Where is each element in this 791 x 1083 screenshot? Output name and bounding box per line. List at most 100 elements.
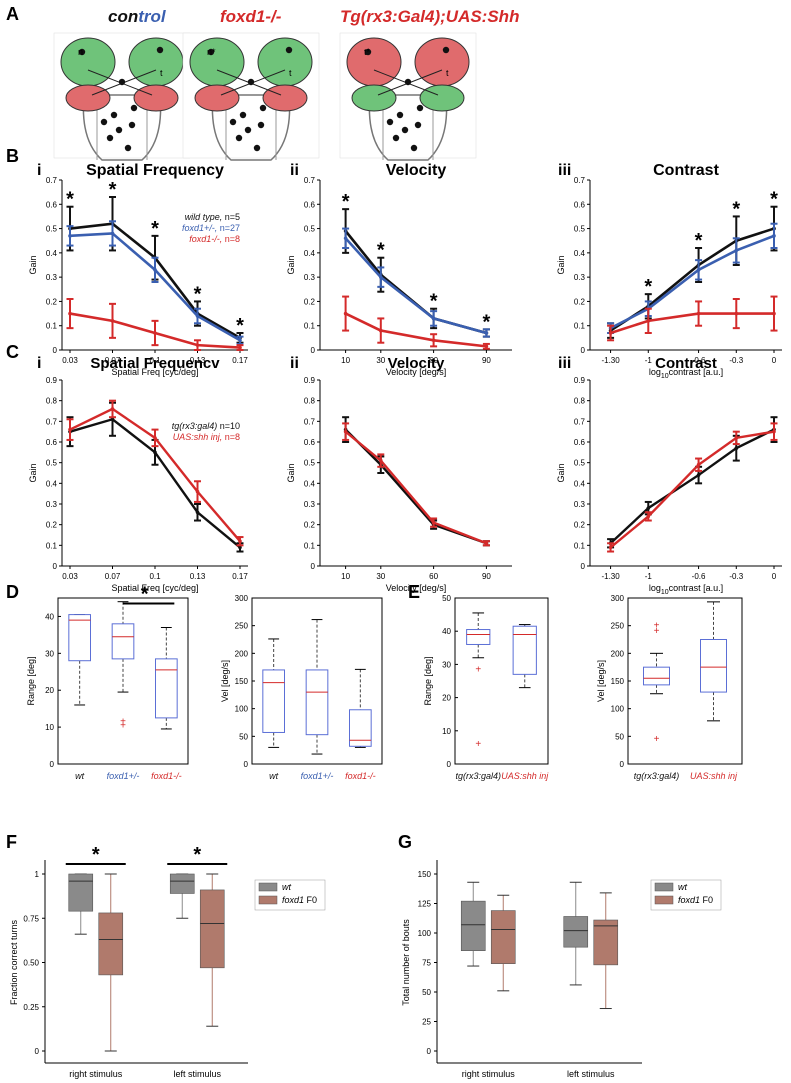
y-tick-label: 0.5	[574, 225, 586, 234]
legend-swatch	[654, 895, 674, 905]
subpanel-roman: ii	[290, 162, 299, 179]
y-tick-label: 0	[581, 346, 586, 355]
y-tick-label: 50	[422, 988, 431, 997]
y-tick-label: 0.1	[46, 322, 58, 331]
legend-entry: foxd1+/-, n=27	[182, 223, 240, 233]
box	[169, 873, 195, 894]
data-point	[110, 231, 115, 236]
outlier: +	[120, 720, 126, 731]
chart-B_iii: iii Contrast 0 0.1 0.2 0.3 0.4 0.5 0.6 0.7 -1.30 -1…	[556, 162, 782, 380]
legend-entry: wild type, n=5	[185, 212, 240, 222]
x-tick-label: 30	[376, 572, 385, 581]
x-tick-label: 0.1	[149, 356, 161, 365]
pigment-spot	[106, 134, 114, 142]
y-tick-label: 150	[611, 677, 625, 686]
y-tick-label: 75	[422, 959, 431, 968]
data-point	[431, 338, 436, 343]
significance-star: *	[109, 179, 117, 201]
pigment-spot	[253, 144, 261, 152]
outlier: +	[120, 717, 126, 728]
x-category-label: wt	[75, 771, 84, 781]
subpanel-roman: iii	[558, 162, 571, 179]
x-tick-label: 0.07	[105, 572, 121, 581]
x-tick-label: 60	[429, 572, 438, 581]
panel-letter-G: G	[398, 832, 412, 852]
y-tick-label: 20	[45, 686, 54, 695]
head-outline	[211, 94, 291, 161]
pigment-spot	[124, 144, 132, 152]
x-tick-label: -1.30	[601, 356, 620, 365]
data-point	[153, 436, 157, 440]
pigment-spot	[386, 118, 394, 126]
pigment-spot	[110, 111, 118, 119]
y-tick-label: 0.3	[574, 500, 586, 509]
significance-star: *	[377, 240, 385, 262]
y-tick-label: 150	[235, 677, 249, 686]
pigment-spot	[130, 104, 138, 112]
y-tick-label: 0.3	[46, 500, 58, 509]
y-tick-label: 0.5	[46, 459, 58, 468]
data-point	[379, 328, 383, 333]
right-eye	[414, 37, 470, 87]
x-tick-label: 10	[341, 356, 350, 365]
left-eye	[346, 37, 402, 87]
box	[68, 614, 92, 662]
x-category-label: right stimulus	[462, 1069, 516, 1079]
series-line	[344, 430, 487, 545]
data-point	[238, 338, 242, 343]
data-point	[646, 506, 651, 510]
chart-title: Spatial Frequency	[86, 162, 224, 179]
series-line	[344, 428, 487, 545]
significance-star: *	[141, 584, 149, 606]
data-point	[153, 331, 157, 335]
data-point	[343, 429, 348, 434]
pigment-spot	[401, 126, 409, 134]
zebrafish-head-diagram-tg: t* t	[339, 32, 477, 161]
y-tick-label: 0	[311, 562, 316, 571]
y-axis-label: Gain	[28, 463, 38, 482]
y-tick-label: 0.4	[304, 479, 316, 488]
x-category-label: foxd1+/-	[301, 771, 334, 781]
y-tick-label: 0	[620, 760, 625, 769]
y-axis-label: Total number of bouts	[401, 919, 411, 1006]
y-tick-label: 0.2	[574, 297, 586, 306]
x-tick-label: 90	[482, 572, 491, 581]
outlier: +	[654, 626, 660, 637]
series-line	[609, 430, 775, 549]
eye-label: n	[78, 47, 83, 57]
legend: wt foxd1 F0	[650, 879, 722, 911]
chart-B_ii: ii Velocity 0 0.1 0.2 0.3 0.4 0.5 0.6 0.7 10 30 60 90…	[286, 162, 512, 377]
panel-letter-F: F	[6, 832, 17, 852]
box	[68, 873, 94, 912]
panel-a-title-control: control	[108, 7, 167, 26]
y-tick-label: 0.1	[46, 541, 58, 550]
y-tick-label: 0.3	[304, 273, 316, 282]
series-line	[344, 237, 487, 335]
y-tick-label: 30	[45, 649, 54, 658]
data-point	[110, 417, 115, 422]
significance-star: *	[483, 311, 491, 333]
x-tick-label: 0.03	[62, 356, 78, 365]
y-axis-label: Gain	[556, 463, 566, 482]
box	[700, 639, 727, 693]
x-category-label: foxd1-/-	[345, 771, 376, 781]
x-tick-label: -1.30	[601, 572, 620, 581]
y-tick-label: 250	[611, 622, 625, 631]
data-point	[608, 545, 613, 550]
box	[199, 889, 225, 969]
left-eye	[60, 37, 116, 87]
x-tick-label: -0.6	[692, 356, 706, 365]
data-point	[68, 234, 72, 238]
box	[563, 916, 589, 948]
y-axis-label: Fraction correct turns	[9, 919, 19, 1005]
pigment-spot	[229, 118, 237, 126]
y-tick-label: 25	[422, 1018, 431, 1027]
data-point	[431, 316, 436, 321]
chart-B_i: i Spatial Frequency 0 0.1 0.2 0.3 0.4 0.5 0.6 0.7…	[28, 162, 248, 377]
y-axis-label: Gain	[286, 463, 296, 482]
data-point	[153, 268, 157, 272]
pigment-spot	[396, 111, 404, 119]
data-point	[238, 345, 242, 350]
y-tick-label: 0.6	[304, 438, 316, 447]
y-tick-label: 0	[427, 1047, 432, 1056]
